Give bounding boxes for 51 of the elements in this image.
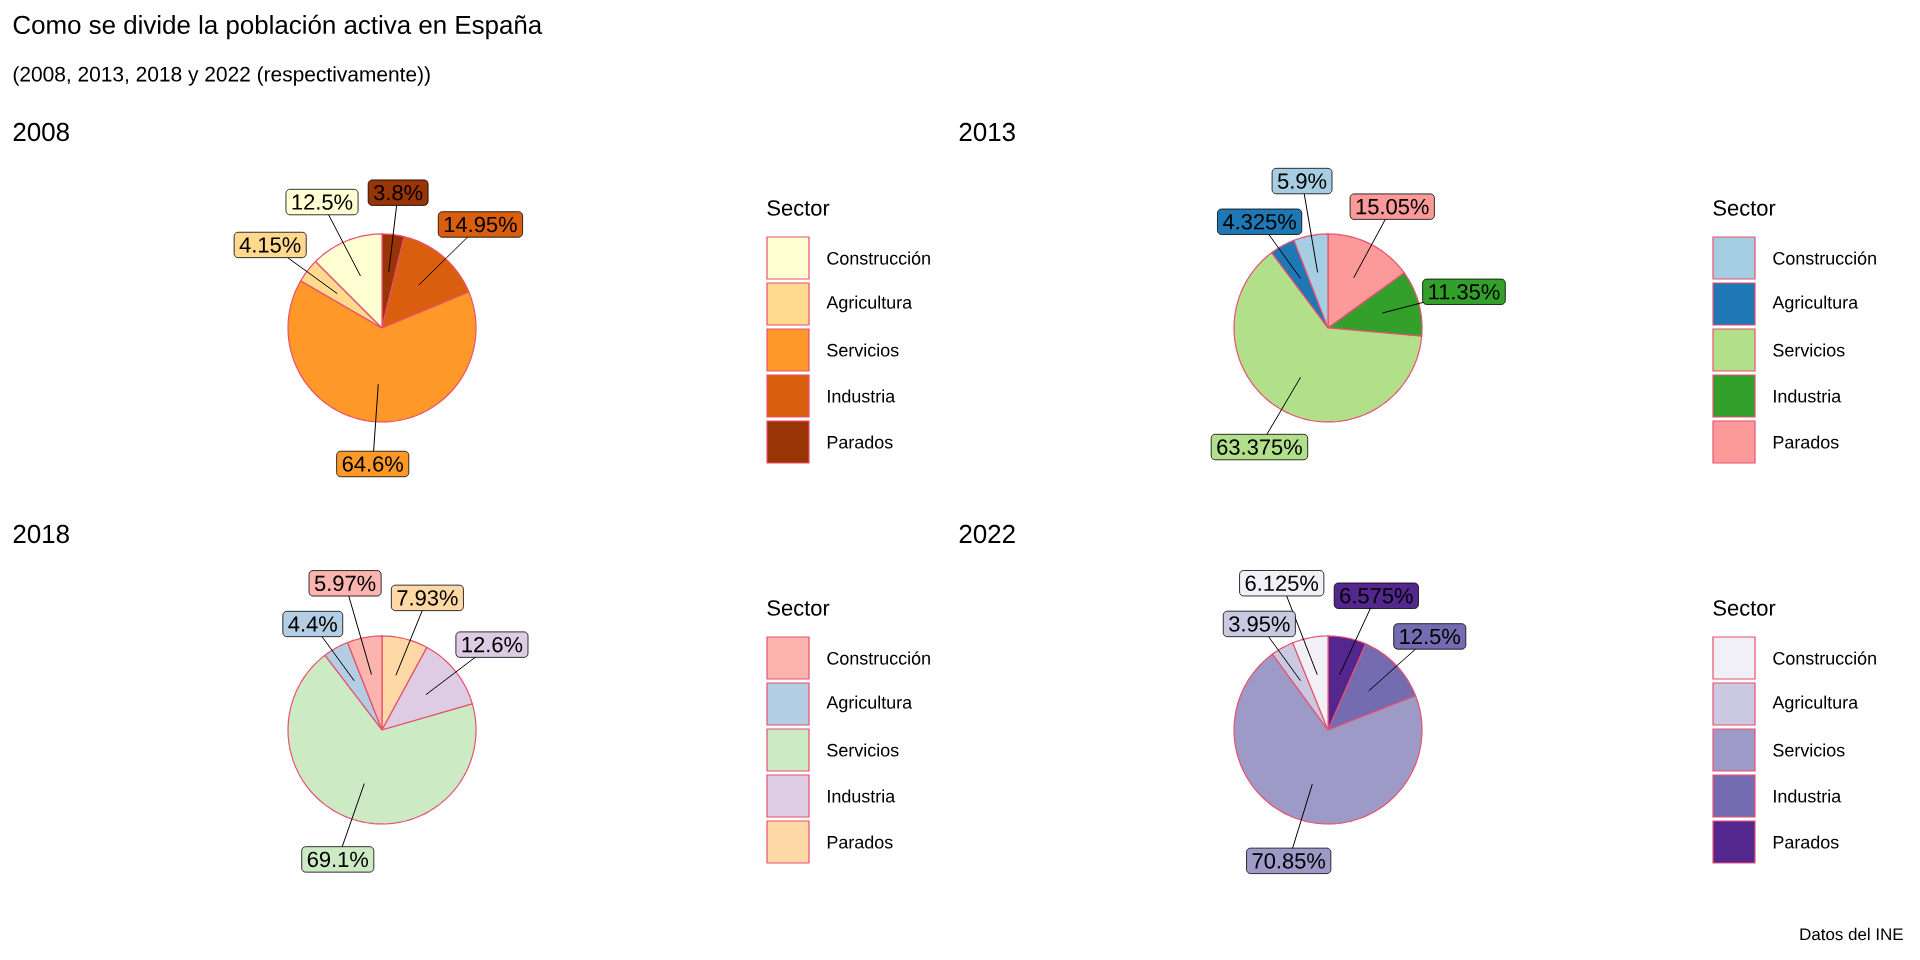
legend-label: Parados bbox=[827, 435, 893, 449]
legend-label: Construcción bbox=[827, 651, 930, 665]
data-label: 4.325% bbox=[1222, 214, 1296, 230]
legend-label: Parados bbox=[827, 835, 893, 849]
legend-label: Servicios bbox=[1773, 343, 1845, 357]
legend-label: Parados bbox=[1773, 835, 1839, 849]
data-label: 4.4% bbox=[288, 616, 337, 632]
data-label: 12.5% bbox=[292, 194, 353, 210]
legend-label: Servicios bbox=[827, 343, 899, 357]
legend-label: Industria bbox=[828, 789, 896, 803]
legend-label: Agricultura bbox=[826, 695, 913, 713]
data-label: 14.95% bbox=[444, 216, 517, 233]
data-label: 69.1% bbox=[307, 851, 369, 868]
text: Como se divide la población activa en España bbox=[13, 14, 543, 40]
data-label: 64.6% bbox=[342, 456, 403, 472]
data-label: 70.85% bbox=[1252, 853, 1326, 869]
text: 2018 bbox=[13, 524, 69, 544]
data-label: 15.05% bbox=[1356, 198, 1429, 215]
data-label: 12.5% bbox=[1400, 628, 1461, 645]
legend-label: Agricultura bbox=[826, 295, 913, 313]
text: 2022 bbox=[959, 524, 1015, 544]
data-label: 4.15% bbox=[239, 237, 301, 253]
text: Datos del INE bbox=[1800, 927, 1903, 941]
legend-label: Agricultura bbox=[1772, 695, 1859, 713]
legend-label: Construcción bbox=[1773, 251, 1876, 265]
legend-label: Industria bbox=[1774, 389, 1842, 403]
data-label: 6.125% bbox=[1245, 575, 1319, 591]
legend-title: Sector bbox=[767, 600, 830, 616]
chart-title: 2008 bbox=[13, 122, 69, 142]
legend-label: Industria bbox=[1774, 789, 1842, 803]
data-label: 11.35% bbox=[1429, 284, 1500, 300]
data-label: 3.95% bbox=[1229, 616, 1290, 632]
legend-label: Servicios bbox=[1773, 743, 1845, 757]
data-label: 5.9% bbox=[1277, 173, 1327, 189]
legend-title: Sector bbox=[1713, 600, 1776, 616]
legend-label: Servicios bbox=[827, 743, 899, 757]
data-label: 12.6% bbox=[462, 636, 523, 653]
legend-title: Sector bbox=[767, 200, 830, 216]
data-label: 7.93% bbox=[397, 590, 458, 606]
data-label: 6.575% bbox=[1340, 587, 1413, 604]
text: (2008, 2013, 2018 y 2022 (respectivamente)) bbox=[13, 66, 430, 86]
legend-label: Construcción bbox=[827, 251, 930, 265]
data-label: 5.97% bbox=[314, 575, 376, 592]
legend-label: Construcción bbox=[1773, 651, 1876, 665]
text: 2013 bbox=[959, 122, 1015, 142]
legend-label: Agricultura bbox=[1772, 295, 1859, 313]
legend-label: Industria bbox=[828, 389, 896, 403]
legend-title: Sector bbox=[1713, 200, 1776, 216]
data-label: 63.375% bbox=[1217, 439, 1302, 455]
legend-label: Parados bbox=[1773, 435, 1839, 449]
data-label: 3.8% bbox=[374, 184, 423, 201]
